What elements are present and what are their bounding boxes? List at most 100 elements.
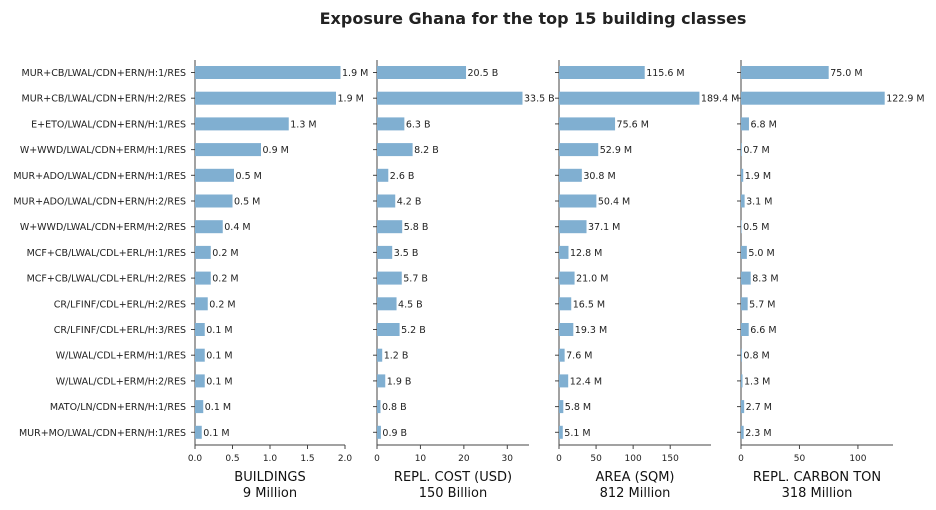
bar: [559, 400, 564, 414]
bar: [559, 374, 569, 388]
category-label: MUR+CB/LWAL/CDN+ERN/H:1/RES: [22, 68, 187, 79]
value-label: 1.3 M: [290, 119, 316, 130]
x-tick-label: 10: [415, 454, 427, 464]
bar: [559, 425, 563, 439]
category-label: W/LWAL/CDL+ERM/H:1/RES: [56, 351, 186, 362]
value-label: 12.4 M: [570, 376, 602, 387]
x-tick-label: 0.0: [188, 454, 203, 464]
bar: [741, 425, 744, 439]
bar: [377, 245, 393, 259]
category-label: CR/LFINF/CDL+ERL/H:3/RES: [54, 325, 186, 336]
value-label: 7.6 M: [566, 351, 592, 362]
bar: [559, 297, 572, 311]
bar: [195, 348, 205, 362]
x-axis-total: 318 Million: [782, 486, 853, 501]
value-label: 0.1 M: [206, 351, 232, 362]
value-label: 37.1 M: [588, 222, 620, 233]
bar: [741, 220, 742, 234]
bar: [377, 400, 381, 414]
x-tick-label: 100: [625, 454, 642, 464]
x-axis-label: REPL. COST (USD): [394, 470, 512, 485]
value-label: 1.9 M: [745, 171, 771, 182]
value-label: 0.8 B: [382, 402, 407, 413]
x-axis-label: REPL. CARBON TON: [753, 470, 881, 485]
value-label: 75.0 M: [830, 68, 862, 79]
value-label: 0.2 M: [212, 274, 238, 285]
chart-title: Exposure Ghana for the top 15 building c…: [320, 9, 747, 28]
bar: [741, 245, 747, 259]
bar: [195, 143, 261, 157]
value-label: 1.2 B: [384, 351, 409, 362]
value-label: 75.6 M: [617, 119, 649, 130]
x-tick-label: 1.5: [300, 454, 314, 464]
bar: [741, 91, 885, 105]
bar: [195, 271, 211, 285]
bar: [195, 425, 202, 439]
category-label: CR/LFINF/CDL+ERL/H:2/RES: [54, 299, 186, 310]
value-label: 1.9 M: [338, 94, 364, 105]
value-label: 1.9 B: [387, 376, 412, 387]
value-label: 52.9 M: [600, 145, 632, 156]
value-label: 0.2 M: [209, 299, 235, 310]
bar: [741, 297, 748, 311]
bar: [559, 348, 565, 362]
category-label: MCF+CB/LWAL/CDL+ERL/H:2/RES: [27, 274, 186, 285]
value-label: 6.8 M: [750, 119, 776, 130]
value-label: 6.3 B: [406, 119, 431, 130]
value-label: 8.2 B: [414, 145, 439, 156]
value-label: 5.7 M: [749, 299, 775, 310]
value-label: 0.2 M: [212, 248, 238, 259]
bar: [559, 220, 587, 234]
value-label: 0.1 M: [205, 402, 231, 413]
bar: [195, 400, 204, 414]
value-label: 30.8 M: [583, 171, 615, 182]
x-tick-label: 100: [849, 454, 866, 464]
bar: [195, 323, 205, 336]
bar: [741, 117, 749, 131]
bar: [195, 168, 234, 182]
bar: [377, 271, 402, 285]
value-label: 5.8 M: [565, 402, 591, 413]
value-label: 0.9 B: [382, 428, 407, 439]
value-label: 12.8 M: [570, 248, 602, 259]
x-tick-label: 0.5: [225, 454, 239, 464]
value-label: 6.6 M: [750, 325, 776, 336]
bar: [377, 91, 523, 105]
chart-panels: MUR+CB/LWAL/CDN+ERN/H:1/RES MUR+CB/LWAL/C…: [13, 60, 925, 501]
bar: [377, 323, 400, 336]
x-axis-total: 9 Million: [243, 486, 297, 501]
value-label: 0.5 M: [743, 222, 769, 233]
value-label: 0.9 M: [263, 145, 289, 156]
category-label: W/LWAL/CDL+ERM/H:2/RES: [56, 376, 186, 387]
x-tick-label: 20: [458, 454, 470, 464]
bar: [377, 220, 403, 234]
x-axis-label: BUILDINGS: [234, 470, 305, 485]
bar: [377, 348, 383, 362]
x-tick-label: 0: [374, 454, 380, 464]
category-label: E+ETO/LWAL/CDN+ERN/H:1/RES: [31, 119, 186, 130]
bar: [559, 323, 574, 336]
x-tick-label: 50: [794, 454, 806, 464]
bar: [195, 297, 208, 311]
bar: [195, 91, 336, 105]
bar: [377, 194, 396, 208]
value-label: 21.0 M: [576, 274, 608, 285]
bar: [559, 194, 597, 208]
value-label: 0.8 M: [743, 351, 769, 362]
value-label: 5.8 B: [404, 222, 429, 233]
x-tick-label: 0: [556, 454, 562, 464]
value-label: 8.3 M: [752, 274, 778, 285]
value-label: 5.2 B: [401, 325, 426, 336]
bar: [559, 168, 582, 182]
value-label: 2.6 B: [390, 171, 415, 182]
value-label: 4.5 B: [398, 299, 423, 310]
value-label: 33.5 B: [524, 94, 555, 105]
bar: [195, 194, 233, 208]
value-label: 3.5 B: [394, 248, 419, 259]
category-label: MCF+CB/LWAL/CDL+ERL/H:1/RES: [27, 248, 186, 259]
bar: [559, 245, 569, 259]
value-label: 3.1 M: [746, 197, 772, 208]
value-label: 4.2 B: [397, 197, 422, 208]
x-tick-label: 150: [662, 454, 679, 464]
